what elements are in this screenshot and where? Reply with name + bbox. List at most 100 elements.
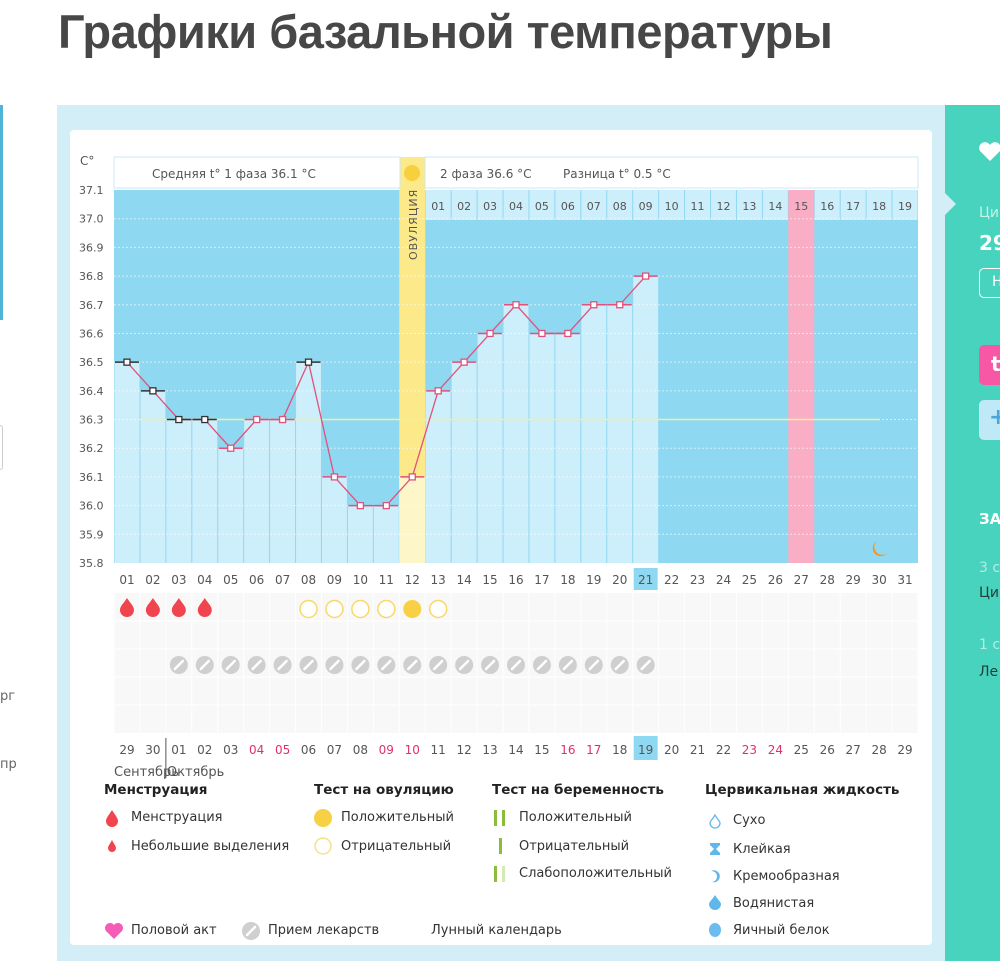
temperature-bar [607,304,633,563]
pill-icon-stroke [588,659,600,671]
right-sidebar: Ци 29 Н t + ЗА 3 с Ци 1 с Ле [945,105,1000,961]
legend-item: Клейкая [733,842,791,857]
y-tick-label: 37.1 [79,184,104,197]
y-axis-unit: C° [80,154,94,168]
legend-heading-menstruation: Менструация [104,782,208,798]
date-label: 25 [794,743,809,757]
date-label: 03 [223,743,238,757]
cycle-day-label: 28 [820,573,835,587]
panel-pink-button[interactable]: t [979,345,1000,385]
pill-icon-stroke [199,659,211,671]
cycle-day-label: 06 [249,573,264,587]
dpo-cell [555,190,581,220]
dpo-label: 17 [846,200,860,213]
temperature-point [382,501,390,510]
negative-test-circle-icon [314,837,332,855]
pill-icon-stroke [407,659,418,671]
dpo-cell [581,190,607,220]
pill-icon-stroke [432,659,444,671]
dpo-label: 07 [587,200,601,213]
panel-item-text[interactable]: Ци [979,585,999,601]
date-label: 16 [560,743,575,757]
temperature-point [175,415,183,424]
legend-item: Положительный [341,810,454,825]
left-input-edge[interactable] [0,425,3,470]
date-label: 06 [301,743,316,757]
temperature-bar [140,390,166,563]
page-title: Графики базальной температуры [58,5,833,58]
cycle-day-label: 07 [275,573,290,587]
ovulation-sun-icon [404,165,420,181]
dpo-cell [607,190,633,220]
left-text-snippet: рг [0,689,16,704]
y-tick-label: 36.2 [79,442,104,455]
temperature-point [564,329,572,338]
temperature-point [590,301,598,309]
cycle-label: Ци [979,205,999,221]
cycle-day-label: 31 [897,573,912,587]
date-label: 27 [846,743,861,757]
pill-icon-stroke [614,659,625,671]
dpo-cell [762,190,788,220]
date-label: 28 [871,743,886,757]
dpo-cell [892,190,918,220]
date-label: 24 [768,743,783,757]
legend-item: Отрицательный [341,839,452,854]
phase1-average: Средняя t° 1 фаза 36.1 °C [152,167,316,181]
dpo-cell [503,190,529,220]
today-highlight [633,736,658,760]
temperature-difference: Разница t° 0.5 °C [563,167,671,181]
dpo-cell [425,190,451,220]
dpo-cell [711,190,736,220]
egg-white-icon [709,923,721,937]
pill-icon-stroke [277,659,288,671]
current-day-highlight [633,568,658,590]
pill-icon [242,922,260,940]
y-tick-label: 36.6 [79,327,104,340]
cycle-day-label: 01 [119,573,134,587]
y-tick-label: 36.7 [79,299,104,312]
heart-icon[interactable] [978,141,1000,163]
y-tick-label: 36.1 [79,471,104,484]
panel-item-text[interactable]: Ле [979,664,999,680]
dpo-cell [840,190,866,220]
cycle-day-label: 09 [327,573,342,587]
temperature-point [201,415,209,424]
month-label: Октябрь [167,765,224,780]
dpo-cell [633,190,659,220]
date-label: 18 [612,743,627,757]
cycle-day-label: 10 [353,573,368,587]
legend-item: Сухо [733,813,766,828]
pill-icon-stroke [458,659,470,671]
panel-add-button[interactable]: + [979,400,1000,440]
cycle-day-label: 26 [768,573,783,587]
date-label: 20 [664,743,679,757]
pill-icon-stroke [355,659,366,671]
menstruation-drop-icon [171,598,186,617]
creamy-icon [711,870,720,883]
cycle-value: 29 [979,231,1000,255]
date-label: 19 [638,743,653,757]
temperature-point [330,473,339,481]
panel-heading: ЗА [979,510,1000,528]
panel-item-meta: 1 с [979,637,1000,653]
panel-button[interactable]: Н [979,268,1000,298]
cycle-day-label: 05 [223,573,238,587]
ovulation-test-negative-icon [299,599,318,619]
moon-icon [872,541,888,557]
legend-item: Водянистая [733,896,815,911]
cycle-day-label: 24 [716,573,731,587]
cycle-day-label: 18 [560,573,575,587]
legend-item: Кремообразная [733,869,840,884]
date-label: 11 [431,743,446,757]
dpo-label: 14 [768,200,782,213]
left-text-snippet: пр [0,757,17,772]
temperature-point [252,415,261,424]
dpo-label: 12 [716,200,730,213]
legend-item: Слабоположительный [519,866,672,881]
dpo-label: 13 [742,200,756,213]
date-label: 22 [716,743,731,757]
temperature-point [642,272,650,280]
date-label: 30 [145,743,160,757]
dpo-label: 09 [639,200,653,213]
